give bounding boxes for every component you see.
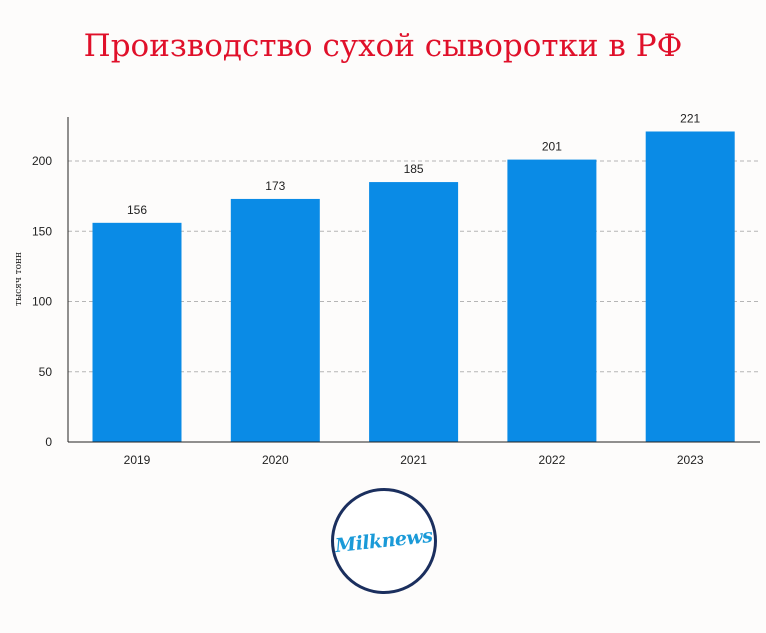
bar	[645, 131, 735, 442]
y-tick-label: 150	[32, 224, 52, 238]
x-tick-label: 2019	[124, 453, 151, 467]
chart-title: Производство сухой сыворотки в РФ	[83, 28, 683, 64]
bar	[92, 222, 182, 442]
data-label: 173	[265, 179, 285, 193]
logo-text: Milknews	[334, 524, 434, 558]
data-label: 221	[680, 111, 700, 125]
y-tick-labels: 0 50 100 150 200	[32, 154, 52, 449]
value-labels: 156 173 185 201 221	[127, 111, 701, 216]
y-tick-label: 100	[32, 295, 52, 309]
x-tick-label: 2020	[262, 453, 289, 467]
bar	[369, 182, 459, 442]
x-tick-label: 2023	[677, 453, 704, 467]
data-label: 201	[542, 140, 562, 154]
data-label: 156	[127, 203, 147, 217]
data-label: 185	[404, 162, 424, 176]
bar	[507, 159, 597, 442]
x-tick-label: 2021	[400, 453, 427, 467]
y-tick-label: 200	[32, 154, 52, 168]
milknews-logo: Milknews	[331, 488, 437, 594]
y-axis-label: тысяч тонн	[14, 252, 24, 306]
x-tick-label: 2022	[539, 453, 566, 467]
bars	[92, 131, 735, 442]
x-tick-labels: 2019 2020 2021 2022 2023	[124, 453, 704, 467]
bar	[230, 198, 320, 442]
y-tick-label: 0	[45, 435, 52, 449]
y-tick-label: 50	[39, 365, 53, 379]
